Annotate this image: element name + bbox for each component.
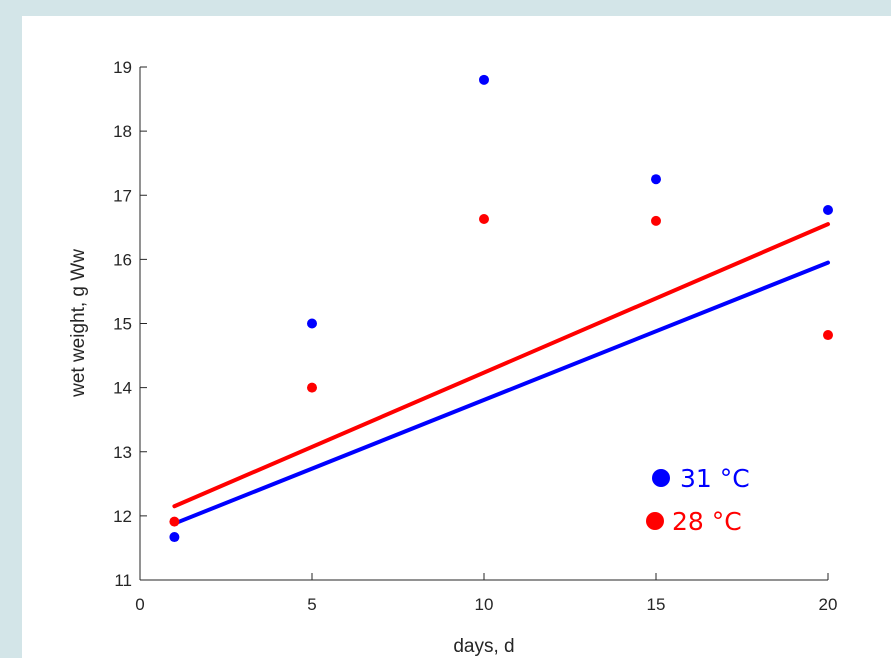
axes <box>139 67 828 581</box>
chart-svg: 0 5 10 15 20 11 12 13 14 15 16 17 18 19 days, d wet … <box>68 58 837 657</box>
fit-line <box>172 260 830 526</box>
x-ticks: 0 5 10 15 20 <box>135 573 837 614</box>
y-axis-title: wet weight, g Ww <box>68 249 89 398</box>
y-tick-label: 12 <box>113 507 132 526</box>
data-point <box>479 213 489 224</box>
y-tick-label: 17 <box>113 186 132 205</box>
x-axis-title: days, d <box>453 636 514 657</box>
fit-lines <box>172 222 830 526</box>
legend: 31 °C 28 °C <box>646 464 750 536</box>
data-point <box>307 382 317 393</box>
y-tick-label: 14 <box>113 379 132 398</box>
legend-label: 31 °C <box>680 464 750 493</box>
x-tick-label: 20 <box>819 595 838 614</box>
data-point <box>307 318 317 329</box>
y-tick-label: 18 <box>113 122 132 141</box>
data-point <box>169 516 180 527</box>
y-ticks: 11 12 13 14 15 16 17 18 19 <box>113 58 147 590</box>
legend-marker <box>652 469 670 487</box>
y-tick-label: 15 <box>113 315 132 334</box>
data-point <box>479 74 489 85</box>
x-tick-label: 0 <box>135 595 144 614</box>
data-point <box>169 532 180 543</box>
y-tick-label: 16 <box>113 250 132 269</box>
y-tick-label: 13 <box>113 443 132 462</box>
data-point <box>651 174 661 185</box>
x-tick-label: 10 <box>475 595 494 614</box>
data-point <box>823 330 833 341</box>
legend-marker <box>646 512 664 530</box>
x-tick-label: 5 <box>307 595 316 614</box>
y-tick-label: 19 <box>113 58 132 77</box>
legend-label: 28 °C <box>672 507 742 536</box>
fit-line <box>172 222 830 509</box>
data-points <box>169 74 833 543</box>
chart-figure: 0 5 10 15 20 11 12 13 14 15 16 17 18 19 days, d wet … <box>22 16 891 658</box>
data-point <box>651 215 661 226</box>
y-tick-label: 11 <box>114 571 132 590</box>
x-tick-label: 15 <box>647 595 666 614</box>
data-point <box>823 204 833 215</box>
